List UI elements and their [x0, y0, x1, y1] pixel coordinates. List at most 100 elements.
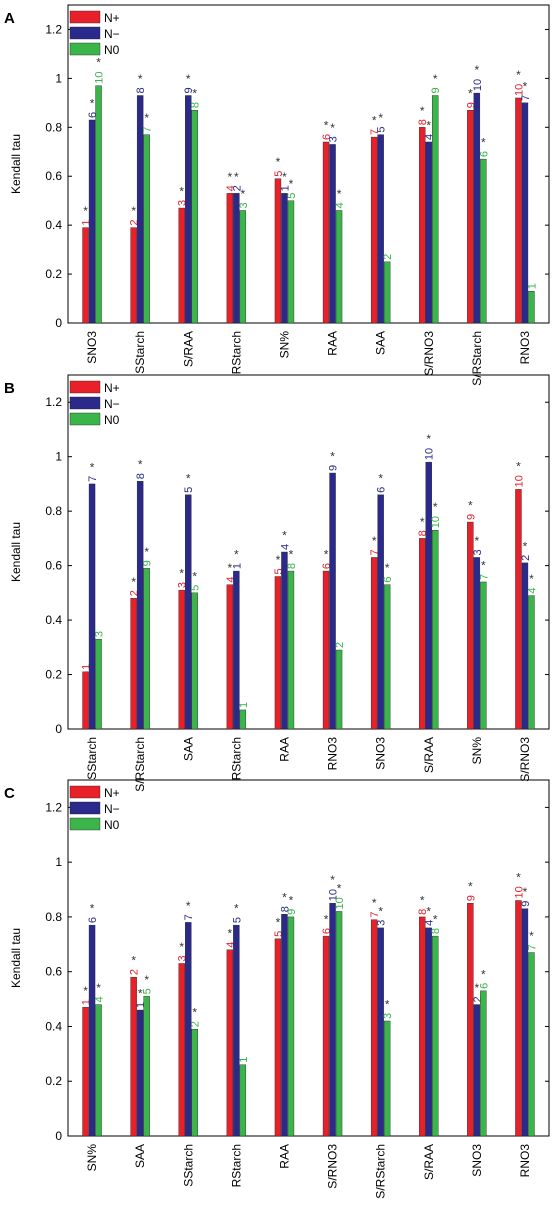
rank-label: 2	[520, 555, 532, 561]
x-tick-label: S/RStarch	[133, 737, 147, 792]
rank-label: 9	[465, 102, 477, 108]
bar	[281, 551, 288, 730]
significance-star: *	[330, 873, 335, 887]
plot-frame	[67, 374, 550, 730]
y-tick-label: 0.2	[45, 1074, 62, 1088]
rank-label: 10	[513, 886, 525, 898]
significance-star: *	[131, 575, 136, 589]
rank-label: 4	[279, 544, 291, 550]
significance-star: *	[330, 450, 335, 464]
rank-label: 6	[321, 928, 333, 934]
y-tick-label: 0.4	[45, 613, 62, 627]
x-tick-label: SNO3	[470, 1144, 484, 1177]
rank-label: 9	[430, 87, 442, 93]
significance-star: *	[276, 155, 281, 169]
significance-star: *	[523, 885, 528, 899]
bar	[335, 911, 343, 1137]
significance-star: *	[426, 432, 431, 446]
bar	[178, 589, 185, 730]
bar	[274, 178, 282, 324]
rank-label: 5	[231, 917, 243, 923]
legend-label: N0	[104, 413, 120, 427]
rank-label: 1	[526, 283, 538, 289]
legend-swatch	[69, 817, 101, 831]
significance-star: *	[468, 499, 473, 513]
rank-label: 8	[286, 563, 298, 569]
significance-star: *	[426, 904, 431, 918]
bar	[281, 193, 288, 324]
rank-label: 6	[382, 577, 394, 583]
x-tick-label: S/RNO3	[422, 331, 436, 376]
significance-star: *	[144, 111, 149, 125]
significance-star: *	[324, 118, 329, 132]
rank-label: 6	[321, 134, 333, 140]
panel-label: C	[4, 785, 15, 802]
x-tick-label: S/RNO3	[518, 737, 532, 782]
significance-star: *	[192, 1006, 197, 1020]
rank-label: 3	[94, 631, 106, 637]
x-tick-label: RNO3	[518, 1144, 532, 1178]
legend-swatch	[69, 42, 101, 56]
bar	[239, 210, 247, 324]
bar	[419, 538, 426, 730]
rank-label: 6	[376, 487, 388, 493]
y-tick-label: 0.6	[45, 965, 62, 979]
bar	[467, 521, 474, 730]
bar	[136, 1009, 144, 1137]
significance-star: *	[83, 204, 88, 218]
rank-label: 7	[142, 127, 154, 133]
significance-star: *	[96, 981, 101, 995]
bar	[136, 481, 144, 730]
significance-star: *	[420, 104, 425, 118]
rank-label: 10	[513, 84, 525, 96]
bar	[191, 592, 198, 730]
bar	[322, 570, 330, 730]
rank-label: 6	[478, 151, 490, 157]
bar	[528, 291, 535, 324]
x-tick-label: SAA	[374, 331, 388, 355]
significance-star: *	[433, 500, 438, 514]
bar	[287, 570, 295, 730]
legend-label: N+	[104, 381, 120, 395]
bar	[377, 927, 384, 1137]
y-tick-label: 0	[55, 316, 62, 330]
x-tick-label: S/RAA	[422, 1144, 436, 1180]
significance-star: *	[372, 114, 377, 128]
bar	[274, 576, 282, 730]
significance-star: *	[433, 72, 438, 86]
significance-star: *	[324, 913, 329, 927]
significance-star: *	[90, 460, 95, 474]
significance-star: *	[289, 548, 294, 562]
rank-label: 7	[526, 944, 538, 950]
rank-label: 1	[81, 219, 93, 225]
significance-star: *	[228, 561, 233, 575]
rank-label: 10	[94, 71, 106, 83]
x-tick-label: SAA	[181, 737, 195, 761]
rank-label: 10	[472, 79, 484, 91]
rank-label: 6	[87, 112, 99, 118]
significance-star: *	[96, 56, 101, 70]
rank-label: 8	[279, 906, 291, 912]
x-tick-label: S/RStarch	[470, 331, 484, 386]
significance-star: *	[378, 904, 383, 918]
significance-star: *	[241, 187, 246, 201]
legend-swatch	[69, 26, 101, 40]
x-tick-label: S/RStarch	[374, 1144, 388, 1199]
rank-label: 8	[417, 530, 429, 536]
bar	[370, 919, 378, 1137]
rank-label: 1	[231, 563, 243, 569]
significance-star: *	[523, 539, 528, 553]
rank-label: 2	[190, 1021, 202, 1027]
legend-label: N−	[104, 802, 120, 816]
significance-star: *	[228, 926, 233, 940]
bar	[281, 913, 288, 1137]
bar	[143, 996, 150, 1137]
y-tick-label: 1.2	[45, 22, 62, 36]
rank-label: 9	[465, 895, 477, 901]
rank-label: 1	[81, 999, 93, 1005]
y-tick-label: 0.6	[45, 169, 62, 183]
significance-star: *	[234, 170, 239, 184]
x-tick-label: SN%	[470, 737, 484, 765]
significance-star: *	[330, 121, 335, 135]
